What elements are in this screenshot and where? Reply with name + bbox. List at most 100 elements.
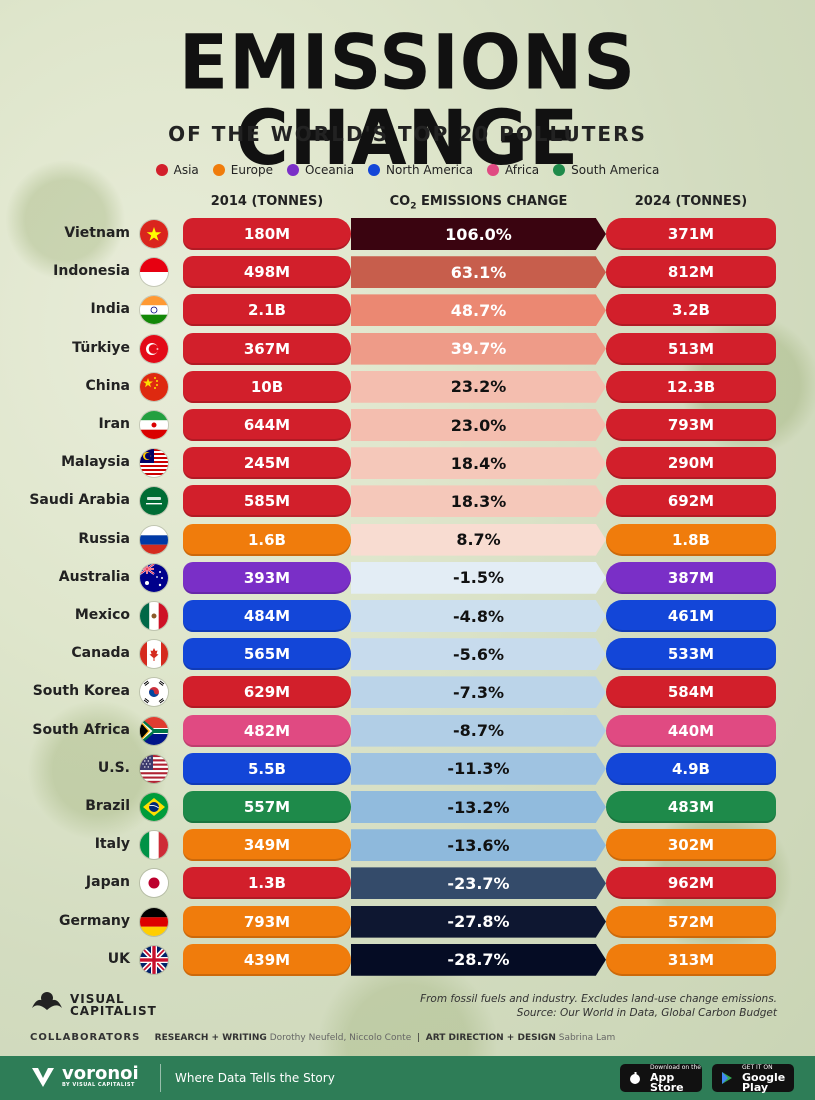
legend-dot — [368, 164, 381, 176]
emissions-change-value: -27.8% — [351, 905, 606, 938]
table-row: Canada 565M -5.6% 533M — [0, 638, 815, 671]
flag-icon — [140, 334, 168, 363]
country-label: Türkiye — [72, 339, 130, 356]
legend-item: Africa — [486, 163, 540, 177]
emissions-2024-value: 584M — [606, 676, 776, 709]
country-label: Japan — [85, 874, 130, 891]
table-row: Japan 1.3B -23.7% 962M — [0, 867, 815, 900]
country-label: South Africa — [32, 721, 130, 738]
emissions-2024-value: 440M — [606, 714, 776, 747]
emissions-2014-value: 245M — [183, 447, 351, 480]
emissions-2024-value: 461M — [606, 600, 776, 632]
vc-mustache-icon — [32, 992, 62, 1010]
table-row: Italy 349M -13.6% 302M — [0, 829, 815, 862]
visual-capitalist-logo: VISUAL CAPITALIST — [30, 990, 157, 1020]
table-row: South Korea 629M -7.3% 584M — [0, 676, 815, 709]
flag-icon — [140, 372, 168, 401]
vc-logo-line2: CAPITALIST — [70, 1004, 157, 1018]
emissions-2024-value: 302M — [606, 829, 776, 862]
emissions-2014-value: 644M — [183, 409, 351, 441]
emissions-2024-value: 812M — [606, 256, 776, 289]
country-label: Canada — [71, 645, 130, 662]
country-label: Russia — [78, 530, 130, 547]
legend-label: Oceania — [304, 163, 355, 177]
emissions-2014-value: 180M — [183, 218, 351, 250]
emissions-2014-value: 557M — [183, 791, 351, 823]
legend-label: South America — [571, 163, 660, 177]
tagline: Where Data Tells the Story — [175, 1071, 335, 1085]
legend-label: Europe — [230, 163, 273, 177]
country-label: Malaysia — [61, 454, 130, 471]
app-store-button[interactable]: Download on the App Store — [620, 1064, 702, 1094]
flag-icon — [140, 411, 168, 439]
collab-label: COLLABORATORS — [30, 1032, 141, 1043]
emissions-2014-value: 629M — [183, 676, 351, 709]
legend-dot — [212, 164, 225, 176]
emissions-change-value: 63.1% — [351, 256, 606, 289]
emissions-2014-value: 2.1B — [183, 294, 351, 327]
voronoi-brand: voronoi — [62, 1063, 139, 1084]
emissions-2014-value: 5.5B — [183, 752, 351, 785]
page-title: EMISSIONS CHANGE — [178, 18, 637, 182]
emissions-2014-value: 349M — [183, 829, 351, 862]
country-label: UK — [107, 950, 130, 967]
country-label: Brazil — [85, 798, 130, 814]
flag-icon — [140, 716, 168, 745]
legend-label: Asia — [173, 163, 199, 177]
emissions-change-value: -28.7% — [351, 943, 606, 976]
country-label: Germany — [58, 912, 130, 929]
col-header-2024: 2024 (TONNES) — [634, 194, 748, 209]
table-row: Türkiye 367M 39.7% 513M — [0, 332, 815, 365]
emissions-2024-value: 371M — [606, 218, 776, 250]
google-play-button[interactable]: GET IT ON Google Play — [712, 1064, 794, 1093]
table-row: Germany 793M -27.8% 572M — [0, 905, 815, 938]
country-label: Iran — [98, 416, 130, 432]
country-label: South Korea — [32, 683, 130, 700]
emissions-2014-value: 585M — [183, 485, 351, 518]
emissions-2024-value: 793M — [606, 409, 776, 441]
table-row: China 10B 23.2% 12.3B — [0, 370, 815, 403]
emissions-change-value: 39.7% — [351, 332, 606, 365]
emissions-change-value: 48.7% — [351, 294, 606, 327]
emissions-2014-value: 565M — [183, 638, 351, 671]
emissions-2014-value: 498M — [183, 256, 351, 289]
emissions-2024-value: 692M — [606, 485, 776, 518]
legend-item: Oceania — [286, 163, 355, 177]
flag-icon — [140, 602, 168, 630]
col-header-change-prefix: CO — [389, 194, 411, 209]
flag-icon — [140, 525, 168, 554]
emissions-change-value: -1.5% — [351, 561, 606, 594]
country-label: Australia — [58, 568, 130, 585]
emissions-change-value: -8.7% — [351, 714, 606, 747]
col-header-change-sub: 2 — [410, 201, 417, 212]
flag-icon — [140, 449, 168, 478]
design-label: ART DIRECTION + DESIGN — [425, 1033, 556, 1043]
emissions-2024-value: 3.2B — [606, 294, 776, 327]
collaborators: COLLABORATORS RESEARCH + WRITING Dorothy… — [30, 1032, 616, 1043]
footer-divider — [160, 1064, 161, 1092]
design-names: Sabrina Lam — [558, 1033, 616, 1043]
emissions-2024-value: 483M — [606, 791, 776, 823]
emissions-2024-value: 572M — [606, 905, 776, 938]
flag-icon — [140, 296, 168, 325]
legend-item: Europe — [212, 163, 273, 177]
app-store-small: Download on the — [650, 1064, 701, 1071]
app-store-label: App Store — [650, 1071, 684, 1094]
col-header-change-suffix: EMISSIONS CHANGE — [416, 194, 568, 209]
legend-label: Africa — [504, 163, 540, 177]
table-row: U.S. 5.5B -11.3% 4.9B — [0, 752, 815, 785]
emissions-2014-value: 484M — [183, 600, 351, 632]
flag-icon — [140, 831, 168, 860]
flag-icon — [140, 640, 168, 669]
emissions-2024-value: 313M — [606, 943, 776, 976]
voronoi-logo[interactable]: voronoi BY VISUAL CAPITALIST — [30, 1065, 139, 1089]
footer-note-source: Source: Our World in Data, Global Carbon… — [516, 1007, 777, 1019]
emissions-2024-value: 4.9B — [606, 752, 776, 785]
emissions-change-value: -13.2% — [351, 791, 606, 823]
table-row: Vietnam 180M 106.0% 371M — [0, 218, 815, 250]
flag-icon — [140, 563, 168, 592]
emissions-change-value: -5.6% — [351, 638, 606, 671]
legend-dot — [155, 164, 168, 176]
country-label: Mexico — [74, 607, 130, 623]
emissions-change-value: 23.2% — [351, 370, 606, 403]
